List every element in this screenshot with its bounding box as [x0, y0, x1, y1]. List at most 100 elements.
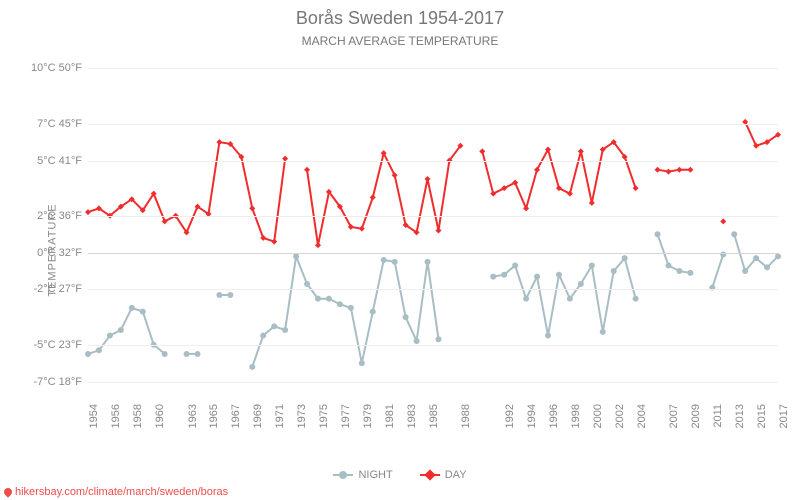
- night-point: [622, 255, 628, 261]
- night-point: [775, 253, 781, 259]
- night-point: [381, 257, 387, 263]
- night-point: [435, 336, 441, 342]
- legend-item-night: NIGHT: [333, 469, 392, 481]
- day-line: [658, 170, 691, 172]
- day-point: [479, 148, 485, 154]
- night-point: [403, 314, 409, 320]
- night-point: [326, 296, 332, 302]
- night-point: [742, 268, 748, 274]
- legend-marker-night: [333, 471, 353, 479]
- legend-label-night: NIGHT: [358, 469, 392, 481]
- chart-container: Borås Sweden 1954-2017 MARCH AVERAGE TEM…: [0, 0, 800, 500]
- y-tick-label: 5°C 41°F: [37, 155, 82, 167]
- night-point: [501, 272, 507, 278]
- night-point: [578, 281, 584, 287]
- legend-item-day: DAY: [420, 469, 467, 481]
- y-tick-label: 7°C 45°F: [37, 118, 82, 130]
- day-point: [589, 200, 595, 206]
- x-tick-label: 1954: [88, 404, 100, 428]
- day-point: [676, 167, 682, 173]
- x-tick-label: 1996: [548, 404, 560, 428]
- night-point: [633, 296, 639, 302]
- night-point: [85, 351, 91, 357]
- night-point: [271, 323, 277, 329]
- gridline: [88, 161, 778, 162]
- night-point: [523, 296, 529, 302]
- x-tick-label: 1963: [187, 404, 199, 428]
- x-tick-label: 1973: [296, 404, 308, 428]
- night-point: [731, 231, 737, 237]
- night-point: [567, 296, 573, 302]
- x-tick-label: 1985: [428, 404, 440, 428]
- day-point: [720, 218, 726, 224]
- gridline: [88, 382, 778, 383]
- night-point: [118, 327, 124, 333]
- legend: NIGHT DAY: [0, 469, 800, 482]
- night-point: [337, 301, 343, 307]
- night-point: [589, 263, 595, 269]
- day-line: [745, 122, 778, 146]
- day-line: [88, 142, 285, 242]
- day-point: [85, 209, 91, 215]
- day-point: [359, 226, 365, 232]
- night-point: [370, 309, 376, 315]
- night-point: [665, 263, 671, 269]
- night-point: [227, 292, 233, 298]
- y-tick-label: 0°C 32°F: [37, 247, 82, 259]
- day-point: [249, 205, 255, 211]
- gridline: [88, 216, 778, 217]
- night-point: [556, 272, 562, 278]
- night-point: [260, 333, 266, 339]
- x-tick-label: 1960: [154, 404, 166, 428]
- x-tick-label: 2002: [614, 404, 626, 428]
- legend-label-day: DAY: [445, 469, 467, 481]
- y-tick-label: 10°C 50°F: [31, 62, 82, 74]
- night-point: [315, 296, 321, 302]
- night-point: [534, 274, 540, 280]
- x-tick-label: 1965: [208, 404, 220, 428]
- x-tick-label: 1969: [252, 404, 264, 428]
- plot-area: -7°C 18°F-5°C 23°F-2°C 27°F0°C 32°F2°C 3…: [88, 50, 778, 400]
- map-pin-icon: [2, 486, 13, 497]
- x-tick-label: 2017: [778, 404, 790, 428]
- x-tick-label: 1956: [110, 404, 122, 428]
- chart-subtitle: MARCH AVERAGE TEMPERATURE: [0, 34, 800, 48]
- x-tick-label: 1988: [460, 404, 472, 428]
- gridline: [88, 253, 778, 254]
- night-point: [184, 351, 190, 357]
- y-tick-label: -5°C 23°F: [33, 339, 82, 351]
- x-tick-label: 2011: [712, 404, 724, 428]
- night-point: [753, 255, 759, 261]
- night-point: [676, 268, 682, 274]
- night-point: [162, 351, 168, 357]
- night-line: [252, 256, 438, 367]
- x-tick-label: 1994: [526, 404, 538, 428]
- day-point: [271, 239, 277, 245]
- night-point: [425, 259, 431, 265]
- x-tick-label: 2013: [734, 404, 746, 428]
- night-point: [414, 338, 420, 344]
- day-point: [655, 167, 661, 173]
- day-point: [370, 194, 376, 200]
- legend-marker-day: [420, 471, 440, 479]
- night-point: [348, 305, 354, 311]
- x-tick-label: 1992: [504, 404, 516, 428]
- day-point: [425, 176, 431, 182]
- day-point: [260, 235, 266, 241]
- night-point: [195, 351, 201, 357]
- x-tick-label: 2000: [592, 404, 604, 428]
- attribution-text: hikersbay.com/climate/march/sweden/boras: [15, 486, 228, 498]
- x-tick-label: 1967: [230, 404, 242, 428]
- night-point: [687, 270, 693, 276]
- night-point: [129, 305, 135, 311]
- night-point: [107, 333, 113, 339]
- chart-title: Borås Sweden 1954-2017: [0, 8, 800, 29]
- x-tick-label: 1971: [274, 404, 286, 428]
- night-point: [96, 347, 102, 353]
- night-point: [304, 281, 310, 287]
- day-point: [687, 167, 693, 173]
- y-tick-label: -7°C 18°F: [33, 376, 82, 388]
- day-point: [523, 205, 529, 211]
- x-tick-label: 1977: [340, 404, 352, 428]
- night-line: [712, 255, 723, 288]
